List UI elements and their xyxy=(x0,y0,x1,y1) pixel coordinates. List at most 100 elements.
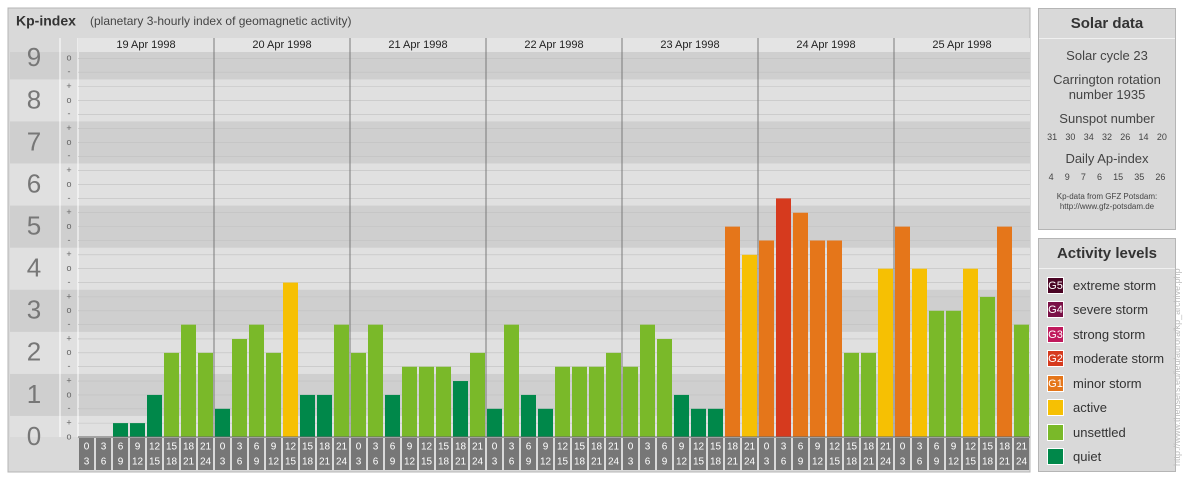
hour-label: 24 xyxy=(336,457,348,468)
hour-label: 15 xyxy=(965,457,977,468)
hour-box xyxy=(1014,438,1029,470)
hour-label: 9 xyxy=(798,457,804,468)
hour-label: 15 xyxy=(557,457,569,468)
minor-tick-label: o xyxy=(66,347,71,357)
hour-label: 15 xyxy=(693,457,705,468)
legend-item: active xyxy=(1039,396,1175,421)
hour-box xyxy=(470,438,485,470)
sunspot-number: 32 xyxy=(1101,132,1112,142)
chart-subtitle: (planetary 3-hourly index of geomagnetic… xyxy=(90,14,351,28)
bar xyxy=(113,423,128,437)
hour-label: 12 xyxy=(812,457,824,468)
hour-label: 24 xyxy=(1016,457,1028,468)
hour-box xyxy=(793,438,808,470)
hour-box xyxy=(96,438,111,470)
bar xyxy=(657,338,672,437)
bar xyxy=(878,268,893,437)
hour-box xyxy=(963,438,978,470)
hour-label: 18 xyxy=(982,457,994,468)
hour-label: 6 xyxy=(254,442,260,453)
y-tick-label: 3 xyxy=(27,295,41,325)
bar xyxy=(589,366,604,437)
bar xyxy=(980,296,995,437)
hour-label: 12 xyxy=(132,457,144,468)
hour-label: 3 xyxy=(781,442,787,453)
hour-label: 18 xyxy=(863,442,875,453)
minor-tick-label: + xyxy=(66,417,71,427)
minor-tick-label: + xyxy=(66,291,71,301)
hour-box xyxy=(453,438,468,470)
legend-swatch xyxy=(1047,399,1064,417)
hour-label: 6 xyxy=(662,442,668,453)
hour-box xyxy=(79,438,94,470)
minor-tick-label: + xyxy=(66,375,71,385)
hour-label: 15 xyxy=(302,442,314,453)
hour-label: 0 xyxy=(628,442,634,453)
minor-tick-label: - xyxy=(68,151,71,161)
hour-label: 21 xyxy=(472,442,484,453)
hour-label: 9 xyxy=(271,442,277,453)
minor-tick-label: o xyxy=(66,305,71,315)
hour-label: 21 xyxy=(744,442,756,453)
hour-label: 9 xyxy=(934,457,940,468)
hour-box xyxy=(232,438,247,470)
day-label: 19 Apr 1998 xyxy=(116,39,175,51)
hour-label: 6 xyxy=(237,457,243,468)
hour-box xyxy=(572,438,587,470)
carrington: Carrington rotation number 1935 xyxy=(1053,72,1161,102)
band xyxy=(10,415,1030,437)
hour-box xyxy=(283,438,298,470)
hour-label: 9 xyxy=(135,442,141,453)
hour-box xyxy=(215,438,230,470)
minor-tick-label: + xyxy=(66,207,71,217)
bar xyxy=(844,352,859,437)
legend-swatch xyxy=(1047,423,1064,441)
hour-label: 6 xyxy=(509,457,515,468)
activity-title: Activity levels xyxy=(1039,239,1175,269)
hour-label: 24 xyxy=(472,457,484,468)
minor-tick-label: o xyxy=(66,389,71,399)
hour-label: 9 xyxy=(662,457,668,468)
day-label: 24 Apr 1998 xyxy=(796,39,855,51)
bar xyxy=(742,254,757,437)
minor-tick-label: + xyxy=(66,333,71,343)
minor-tick-label: o xyxy=(66,95,71,105)
hour-label: 0 xyxy=(220,442,226,453)
hour-label: 6 xyxy=(373,457,379,468)
hour-label: 15 xyxy=(149,457,161,468)
bar xyxy=(1014,324,1029,437)
bar xyxy=(895,226,910,437)
hour-label: 18 xyxy=(999,442,1011,453)
chart-title: Kp-index xyxy=(16,13,76,29)
day-label: 21 Apr 1998 xyxy=(388,39,447,51)
hour-box xyxy=(725,438,740,470)
hour-box xyxy=(266,438,281,470)
hour-label: 9 xyxy=(118,457,124,468)
legend-item: G5 extreme storm xyxy=(1039,273,1175,298)
hour-label: 15 xyxy=(438,442,450,453)
bar xyxy=(368,324,383,437)
hour-label: 18 xyxy=(846,457,858,468)
hour-box xyxy=(912,438,927,470)
ap-value: 15 xyxy=(1113,172,1124,182)
legend-item: G4 severe storm xyxy=(1039,298,1175,323)
hour-box xyxy=(674,438,689,470)
y-tick-label: 8 xyxy=(27,84,41,114)
minor-tick-label: o xyxy=(66,263,71,273)
hour-label: 12 xyxy=(965,442,977,453)
hour-label: 0 xyxy=(356,442,362,453)
hour-label: 12 xyxy=(404,457,416,468)
legend: G5 extreme storm G4 severe storm G3 strong st… xyxy=(1039,269,1175,469)
y-tick-label: 0 xyxy=(27,421,41,451)
hour-label: 21 xyxy=(608,442,620,453)
y-tick-label: 5 xyxy=(27,210,41,240)
hour-label: 15 xyxy=(574,442,586,453)
hour-label: 6 xyxy=(118,442,124,453)
hour-label: 9 xyxy=(390,457,396,468)
day-label: 23 Apr 1998 xyxy=(660,39,719,51)
bar xyxy=(147,394,162,437)
hour-label: 24 xyxy=(880,457,892,468)
hour-box xyxy=(878,438,893,470)
hour-label: 15 xyxy=(710,442,722,453)
